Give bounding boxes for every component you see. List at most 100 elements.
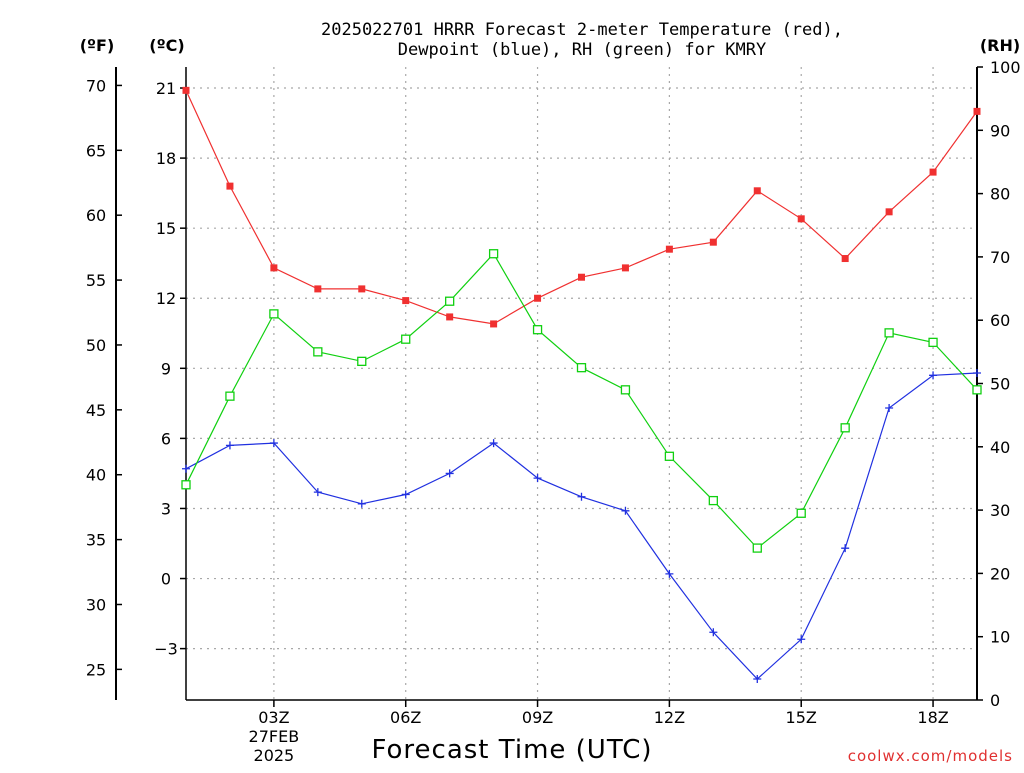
dewpoint-point	[841, 544, 850, 553]
celsius-tick-label: 0	[161, 570, 171, 589]
x-tick-label: 15Z	[786, 708, 817, 727]
x-tick-label: 03Z	[258, 708, 289, 727]
dewpoint-point	[577, 492, 586, 501]
temperature-point	[621, 264, 629, 272]
temperature-point	[358, 285, 366, 293]
temperature-point	[973, 107, 981, 115]
temperature-point	[226, 182, 234, 190]
fahrenheit-tick-label: 45	[86, 401, 106, 420]
dewpoint-point	[313, 488, 322, 497]
temperature-point	[709, 238, 717, 246]
dewpoint-point	[445, 469, 454, 478]
rh-point	[928, 337, 938, 348]
temperature-point	[270, 264, 278, 272]
fahrenheit-tick-label: 70	[86, 76, 106, 95]
temperature-point	[929, 168, 937, 176]
rh-tick-label: 70	[990, 248, 1010, 267]
celsius-tick-label: 18	[156, 149, 176, 168]
grid	[186, 67, 977, 700]
fahrenheit-tick-label: 50	[86, 336, 106, 355]
rh-tick-label: 20	[990, 564, 1010, 583]
temperature-point	[446, 313, 454, 321]
temperature-point	[841, 255, 849, 263]
chart-title-line-2: Dewpoint (blue), RH (green) for KMRY	[398, 40, 766, 60]
temperature-point	[402, 297, 410, 305]
series	[181, 86, 982, 683]
dewpoint-point	[929, 371, 938, 380]
rh-tick-label: 40	[990, 438, 1010, 457]
temperature-point	[665, 245, 673, 253]
celsius-tick-label: 21	[156, 79, 176, 98]
rh-tick-label: 60	[990, 311, 1010, 330]
rh-point	[664, 451, 675, 461]
celsius-tick-label: 12	[156, 289, 176, 308]
dewpoint-point	[973, 368, 981, 377]
dewpoint-point	[489, 439, 498, 448]
dewpoint-point	[357, 499, 366, 508]
dewpoint-point	[885, 404, 894, 413]
fahrenheit-unit-label: (ºF)	[80, 36, 115, 55]
rh-tick-label: 100	[990, 58, 1021, 77]
dewpoint-point	[709, 628, 718, 637]
rh-tick-label: 0	[990, 691, 1000, 710]
dewpoint-point	[225, 441, 234, 450]
celsius-unit-label: (ºC)	[149, 36, 184, 55]
credit-link[interactable]: coolwx.com/models	[848, 747, 1013, 765]
dewpoint-point	[533, 474, 542, 483]
dewpoint-point	[753, 674, 762, 683]
x-tick-label: 18Z	[917, 708, 948, 727]
fahrenheit-tick-label: 65	[86, 141, 106, 160]
rh-point	[532, 325, 543, 335]
temperature-point	[534, 294, 542, 302]
rh-point	[620, 385, 631, 395]
x-axis-label: Forecast Time (UTC)	[371, 735, 652, 765]
chart-title-line-1: 2025022701 HRRR Forecast 2-meter Tempera…	[321, 20, 843, 40]
dewpoint-point	[797, 635, 806, 644]
rh-tick-label: 50	[990, 375, 1010, 394]
rh-point	[488, 249, 499, 259]
x-tick-label: 09Z	[522, 708, 553, 727]
rh-point	[269, 309, 279, 319]
temperature-point	[753, 187, 761, 195]
rh-point	[972, 385, 982, 395]
dewpoint-point	[401, 490, 410, 499]
celsius-tick-label: 3	[161, 499, 171, 518]
x-tick-label: 12Z	[654, 708, 685, 727]
celsius-tick-label: 9	[161, 359, 171, 378]
temperature-point	[314, 285, 322, 293]
temperature-point	[578, 273, 585, 281]
x-tick-date-label: 27FEB	[249, 727, 300, 746]
temperature-point	[490, 320, 498, 328]
rh-point	[840, 423, 850, 433]
celsius-tick-label: −3	[154, 640, 178, 659]
temperature-point	[797, 215, 805, 223]
rh-unit-label: (RH)	[980, 36, 1020, 55]
rh-tick-label: 80	[990, 185, 1010, 204]
rh-point	[445, 296, 455, 306]
fahrenheit-tick-label: 40	[86, 466, 106, 485]
rh-point	[357, 356, 367, 366]
dewpoint-point	[665, 569, 674, 578]
fahrenheit-tick-label: 30	[86, 595, 106, 614]
celsius-tick-label: 6	[161, 429, 171, 448]
rh-point	[225, 391, 235, 401]
rh-point	[752, 543, 762, 553]
temperature-line	[185, 90, 978, 325]
rh-point	[576, 363, 587, 373]
rh-point	[884, 328, 894, 338]
rh-point	[708, 495, 718, 506]
x-tick-year-label: 2025	[254, 746, 295, 765]
fahrenheit-tick-label: 25	[86, 660, 106, 679]
temperature-point	[182, 86, 190, 94]
rh-tick-label: 90	[990, 121, 1010, 140]
rh-point	[181, 480, 191, 490]
rh-tick-label: 10	[990, 628, 1010, 647]
rh-point	[796, 508, 806, 518]
dewpoint-point	[269, 439, 278, 448]
fahrenheit-tick-label: 55	[86, 271, 106, 290]
x-tick-label: 06Z	[390, 708, 421, 727]
rh-tick-label: 30	[990, 501, 1010, 520]
dewpoint-point	[182, 464, 190, 473]
